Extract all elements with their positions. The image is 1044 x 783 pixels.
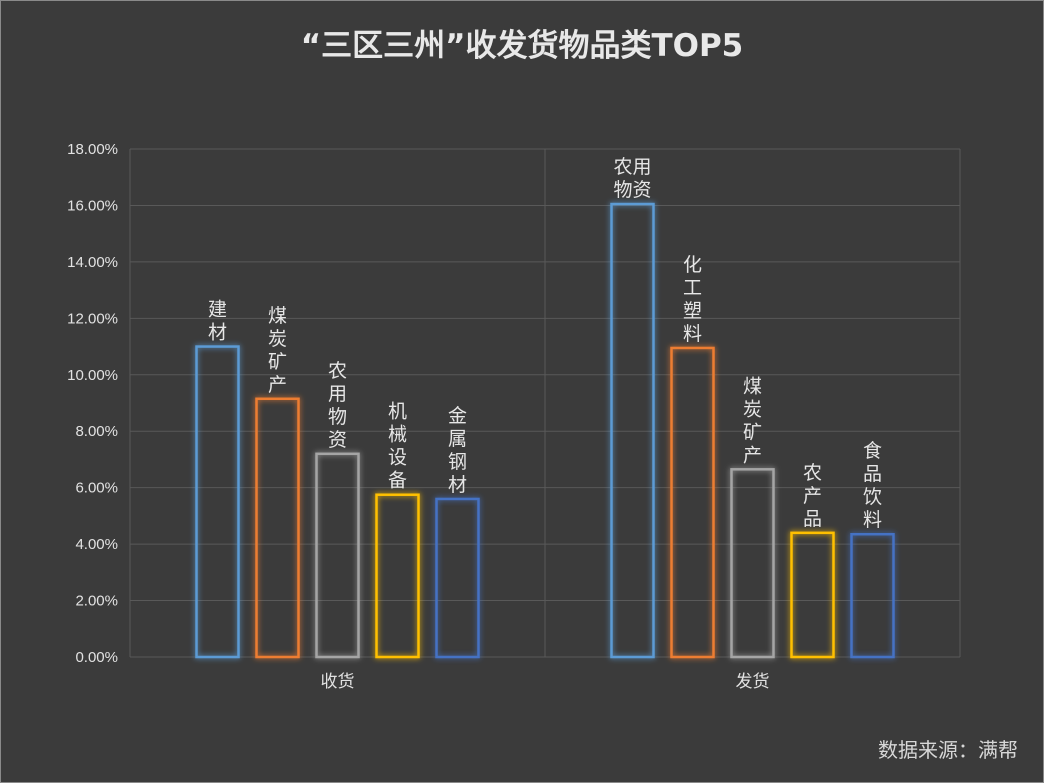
chart-title: “三区三州”收发货物品类TOP5 (300, 28, 744, 64)
bar-data-label: 属 (448, 428, 467, 450)
bar (195, 345, 240, 659)
bar-data-label: 煤 (268, 305, 287, 327)
bar-data-label: 产 (268, 374, 287, 396)
bar (670, 346, 715, 659)
bar-data-label: 矿 (743, 421, 762, 443)
bar-data-label: 设 (388, 447, 407, 469)
bar-data-label: 品 (863, 463, 882, 485)
bar-data-label: 塑 (683, 300, 702, 322)
bar-data-label: 产 (803, 485, 822, 507)
labels: 建材煤炭矿产农用物资机械设备金属钢材收货农用物资化工塑料煤炭矿产农产品食品饮料发… (208, 156, 882, 692)
y-tick-label: 6.00% (75, 480, 118, 497)
bar-data-label: 机 (388, 401, 407, 423)
y-axis: 0.00% 2.00% 4.00% 6.00% 8.00% 10.00% 12.00% 14.… (67, 141, 118, 666)
x-category-label: 收货 (321, 672, 355, 692)
bar (610, 202, 655, 659)
y-tick-label: 0.00% (75, 649, 118, 666)
bar-data-label: 农用 (613, 156, 651, 178)
bar (255, 397, 300, 659)
bar (790, 531, 835, 659)
x-category-label: 发货 (736, 672, 770, 692)
y-tick-label: 8.00% (75, 423, 118, 440)
bar-data-label: 农 (328, 360, 347, 382)
bar-data-label: 饮 (863, 486, 882, 508)
bar-data-label: 产 (743, 444, 762, 466)
bar-data-label: 品 (803, 508, 822, 530)
bar-data-label: 炭 (743, 398, 762, 420)
bar-data-label: 钢 (448, 451, 467, 473)
y-tick-label: 4.00% (75, 536, 118, 553)
gridlines (129, 148, 961, 658)
bar-data-label: 食 (863, 440, 882, 462)
bar-data-label: 资 (328, 429, 347, 451)
bar-data-label: 用 (328, 383, 347, 405)
bar-data-label: 物资 (613, 179, 651, 201)
bar-data-label: 炭 (268, 328, 287, 350)
bar (375, 493, 420, 659)
bar-data-label: 材 (208, 322, 227, 344)
bar-data-label: 煤 (743, 375, 762, 397)
y-tick-label: 10.00% (67, 367, 118, 384)
bar-data-label: 工 (683, 277, 702, 299)
bar-data-label: 矿 (268, 351, 287, 373)
bar (435, 497, 480, 659)
bar-data-label: 材 (448, 474, 467, 496)
bar-data-label: 农 (803, 462, 822, 484)
bar-data-label: 料 (683, 323, 702, 345)
y-tick-label: 16.00% (67, 197, 118, 214)
bar-data-label: 金 (448, 405, 467, 427)
bar (850, 532, 895, 659)
y-tick-label: 2.00% (75, 593, 118, 610)
y-tick-label: 14.00% (67, 254, 118, 271)
y-tick-label: 18.00% (67, 141, 118, 158)
bar-data-label: 化 (683, 254, 702, 276)
bar (730, 468, 775, 659)
bar-data-label: 建 (208, 299, 227, 321)
bar-data-label: 械 (388, 424, 407, 446)
source-note: 数据来源：满帮 (878, 738, 1018, 762)
bar-data-label: 料 (863, 509, 882, 531)
bars (195, 202, 895, 659)
bar-data-label: 物 (328, 406, 347, 428)
bar-data-label: 备 (388, 470, 407, 492)
bar (315, 452, 360, 659)
y-tick-label: 12.00% (67, 310, 118, 327)
